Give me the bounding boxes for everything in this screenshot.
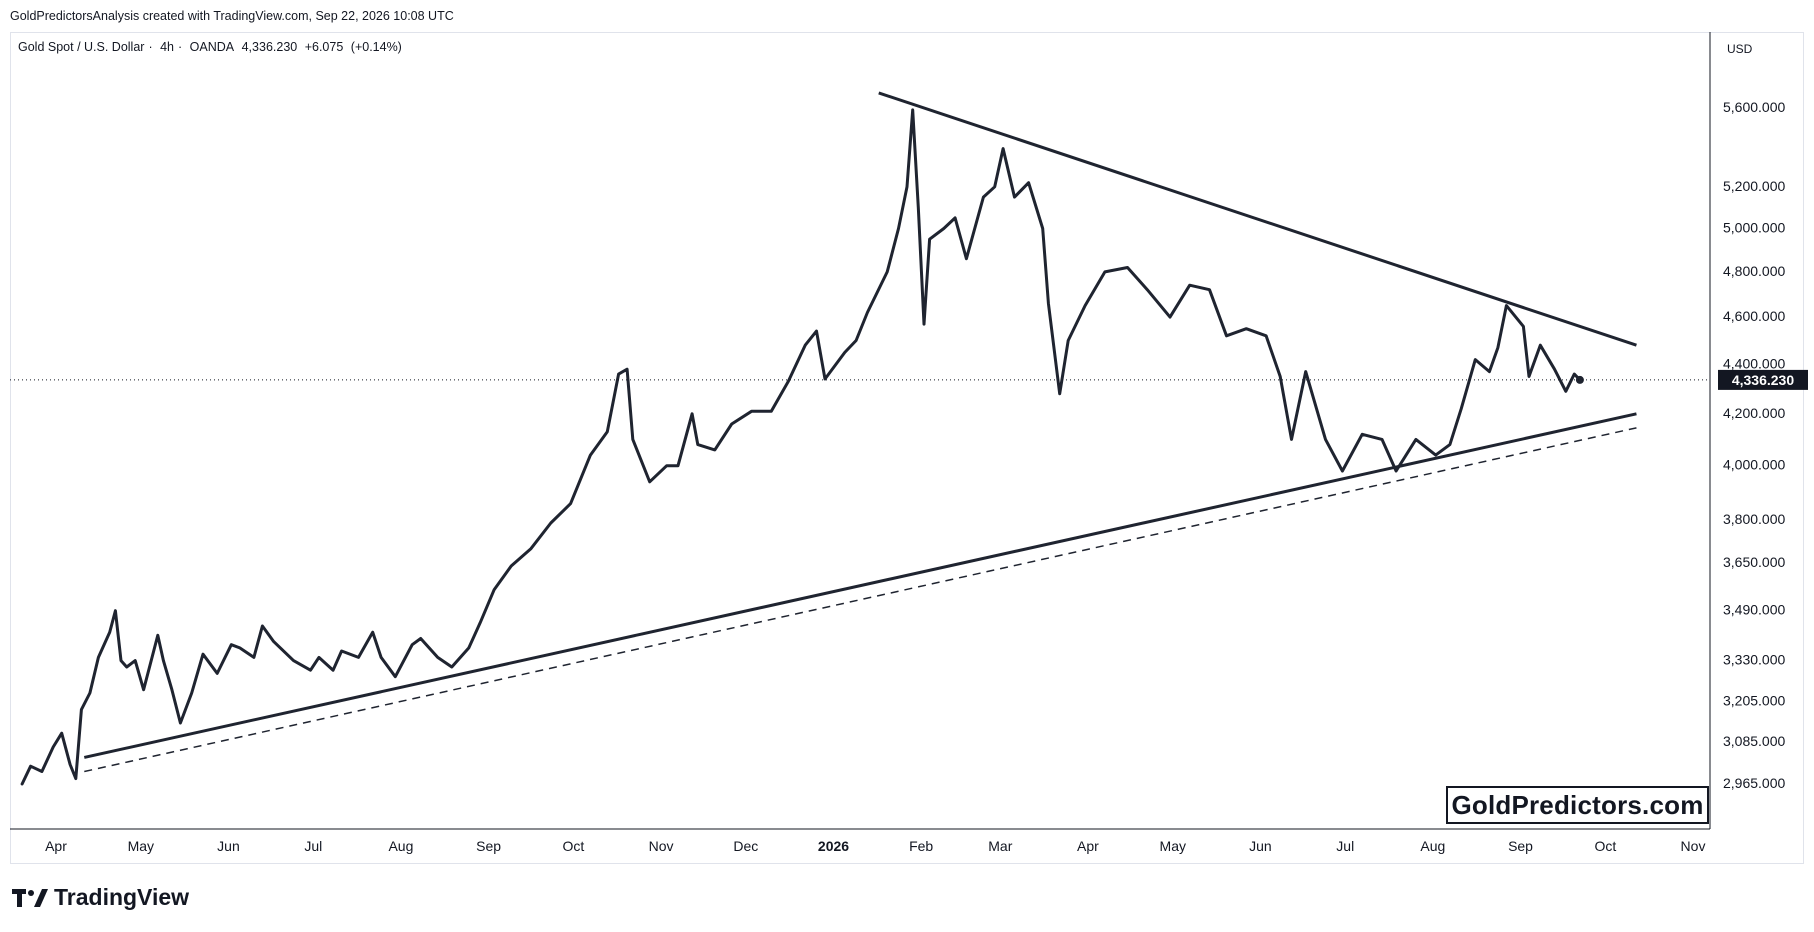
x-tick-label: May [128, 838, 154, 854]
y-tick-label: 3,205.000 [1723, 692, 1785, 708]
trendline-1[interactable] [878, 91, 1637, 347]
current-price-tag: 4,336.230 [10, 369, 1808, 390]
x-tick-label: Apr [45, 838, 67, 854]
x-tick-label: Oct [563, 838, 585, 854]
y-tick-label: 3,085.000 [1723, 733, 1785, 749]
y-tick-label: 5,000.000 [1723, 219, 1785, 235]
y-tick-label: 4,600.000 [1723, 308, 1785, 324]
x-tick-label: Mar [988, 838, 1012, 854]
y-tick-label: 5,200.000 [1723, 178, 1785, 194]
last-price: 4,336.230 [241, 40, 298, 54]
symbol-legend[interactable]: Gold Spot / U.S. Dollar · 4h · OANDA 4,336… [18, 40, 402, 54]
chart-attribution: GoldPredictorsAnalysis created with Trad… [10, 9, 454, 23]
last-price-point [1575, 375, 1584, 384]
y-tick-label: 3,490.000 [1723, 602, 1785, 618]
x-tick-label: Jul [304, 838, 322, 854]
x-tick-label: Apr [1077, 838, 1099, 854]
y-tick-label: 4,400.000 [1723, 355, 1785, 371]
y-tick-label: 4,800.000 [1723, 263, 1785, 279]
currency-label[interactable]: USD [1727, 42, 1753, 56]
x-tick-label: Jul [1336, 838, 1354, 854]
price-line[interactable] [20, 108, 1582, 786]
trendlines [83, 91, 1637, 773]
x-tick-label: Sep [476, 838, 501, 854]
y-tick-label: 3,330.000 [1723, 652, 1785, 668]
x-tick-label: Aug [388, 838, 413, 854]
tradingview-icon [12, 887, 48, 909]
trendline-2[interactable] [83, 412, 1637, 759]
x-tick-label: May [1160, 838, 1186, 854]
x-tick-label: 2026 [818, 838, 849, 854]
y-tick-label: 3,650.000 [1723, 554, 1785, 570]
y-tick-label: 4,000.000 [1723, 457, 1785, 473]
symbol-source: OANDA [189, 40, 235, 54]
x-tick-label: Aug [1420, 838, 1445, 854]
current-price-tag-label: 4,336.230 [1732, 372, 1794, 388]
chart-frame [10, 32, 1804, 864]
tradingview-wordmark: TradingView [54, 884, 190, 910]
y-tick-label: 5,600.000 [1723, 99, 1785, 115]
x-tick-label: Oct [1594, 838, 1616, 854]
x-tick-label: Nov [649, 838, 674, 854]
price-change: +6.075 [304, 40, 344, 54]
x-tick-label: Sep [1508, 838, 1533, 854]
symbol-name[interactable]: Gold Spot / U.S. Dollar [18, 40, 145, 54]
x-tick-label: Dec [733, 838, 758, 854]
watermark-logo: GoldPredictors.com [1446, 786, 1709, 824]
y-tick-label: 4,200.000 [1723, 405, 1785, 421]
y-tick-label: 3,800.000 [1723, 511, 1785, 527]
axes: 5,600.000 5,200.000 5,000.000 4,800.000 4,60… [10, 32, 1785, 854]
price-change-pct: (+0.14%) [350, 40, 402, 54]
tradingview-logo[interactable]: TradingView [12, 884, 189, 911]
x-tick-label: Nov [1681, 838, 1706, 854]
x-tick-label: Jun [1249, 838, 1272, 854]
x-tick-label: Feb [909, 838, 933, 854]
x-tick-label: Jun [217, 838, 240, 854]
dashed-support-line[interactable] [84, 427, 1637, 773]
price-series [20, 108, 1584, 786]
y-tick-label: 2,965.000 [1723, 775, 1785, 791]
current-price-tag-bg [1718, 369, 1808, 390]
symbol-interval: 4h [160, 40, 175, 54]
